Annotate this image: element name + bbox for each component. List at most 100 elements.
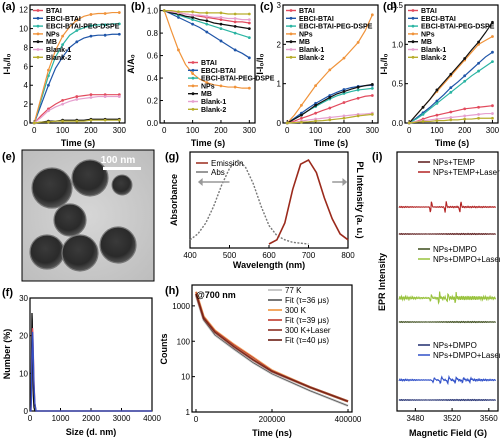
data-point: [435, 99, 439, 103]
data-point: [75, 40, 79, 44]
y-tick-label: 1.0: [147, 7, 159, 16]
data-point: [491, 104, 494, 108]
data-point: [314, 119, 318, 123]
x-tick-label: 200000: [259, 415, 286, 424]
data-point: [75, 119, 79, 123]
panel-a: (a) 0 100 200 300 0 2 4 6 8 10 12 Time (s) I-I₀/I₀…: [2, 1, 127, 148]
data-point: [463, 114, 467, 118]
data-point: [356, 96, 360, 100]
x-tick-label: 200: [458, 126, 472, 135]
panel-b-xlabel: Time (s): [191, 138, 225, 148]
legend-label: Fit (τ=40 μs): [285, 336, 329, 345]
panel-i-xlabel: Magnetic Field (G): [409, 428, 487, 438]
panel-f-xlabel: Size (d. nm): [66, 427, 117, 437]
data-point: [75, 98, 79, 101]
legend-label: Abs: [211, 168, 225, 177]
data-point: [491, 50, 494, 54]
panel-g-label: (g): [165, 151, 179, 163]
data-point: [342, 56, 346, 60]
panel-f-plot: 0 1000 2000 3000 4000 0 10 20 30: [19, 294, 161, 423]
panel-d-xlabel: Time (s): [435, 138, 469, 148]
scale-bar: [103, 167, 141, 170]
legend-label: Emission: [211, 159, 243, 168]
legend-marker: [191, 100, 195, 103]
data-point: [103, 118, 107, 122]
y-tick-label: 8: [24, 43, 29, 52]
data-point: [191, 15, 195, 19]
y-tick-label: 30: [19, 294, 28, 303]
data-point: [435, 113, 439, 117]
fit-line: [195, 291, 349, 402]
y-tick-label: 2: [24, 100, 29, 109]
data-point: [477, 112, 480, 116]
y-tick-label: 1: [186, 408, 191, 417]
data-point: [449, 72, 453, 76]
data-point: [89, 118, 93, 122]
data-point: [61, 98, 65, 102]
panel-e-label: (e): [2, 151, 16, 163]
data-point: [477, 40, 480, 44]
legend-marker: [191, 61, 195, 64]
legend-label: Blank-2: [46, 55, 71, 62]
x-tick-label: 200: [214, 126, 228, 135]
data-point: [435, 88, 439, 92]
panel-b-legend: BTAIEBCI-BTAIEBCI-BTAI-PEG-DSPENPsMBBlan…: [188, 60, 275, 114]
data-point: [247, 56, 251, 60]
x-tick-label: 300: [486, 126, 500, 135]
legend-label: Blank-1: [299, 47, 324, 54]
dmpo-trace: [398, 320, 496, 324]
y-tick-label: 2: [277, 40, 282, 49]
data-point: [328, 68, 332, 72]
data-point: [463, 107, 467, 111]
legend-marker: [36, 55, 40, 59]
data-point: [463, 57, 467, 60]
legend-label: MB: [421, 39, 432, 46]
decay-line: [194, 291, 349, 403]
nanoparticle: [61, 234, 99, 272]
data-point: [407, 121, 411, 125]
data-point: [219, 15, 223, 19]
x-tick-label: 600: [262, 251, 276, 260]
data-point: [247, 21, 251, 25]
nanoparticle: [71, 159, 109, 197]
legend-marker: [411, 16, 415, 20]
y-tick-label: 1.0: [392, 40, 404, 49]
data-point: [61, 102, 65, 106]
legend-marker: [411, 55, 415, 59]
data-point: [205, 81, 209, 84]
data-point: [117, 22, 121, 26]
data-point: [300, 120, 303, 124]
legend-marker: [411, 24, 415, 28]
x-tick-label: 700: [302, 251, 316, 260]
data-point: [356, 114, 360, 118]
fit-line: [195, 295, 349, 407]
data-point: [449, 110, 453, 114]
data-point: [247, 86, 251, 90]
nanoparticle: [29, 234, 65, 270]
x-tick-label: 300: [366, 126, 380, 135]
data-point: [491, 60, 494, 64]
data-point: [421, 112, 425, 116]
data-point: [47, 120, 50, 124]
legend-label: BTAI: [201, 60, 217, 67]
panel-h-label: (h): [165, 285, 179, 297]
legend-label: 300 K+Laser: [285, 326, 331, 335]
legend-marker: [36, 32, 40, 36]
data-point: [177, 15, 180, 19]
legend-label: EBCI-BTAI-PEG-DSPE: [421, 24, 495, 31]
temp-trace: [398, 232, 496, 236]
legend-label: Blank-1: [201, 99, 226, 106]
x-tick-label: 400000: [335, 415, 362, 424]
emission-arrow-head: [342, 178, 348, 186]
x-tick-label: 0: [32, 126, 37, 135]
panel-g-ylabel-right: PL Intensity (a. u.): [355, 161, 365, 238]
data-point: [219, 22, 223, 26]
series-line: [29, 313, 152, 412]
data-point: [191, 18, 195, 22]
legend-marker: [411, 32, 415, 36]
y-tick-label: 0: [24, 119, 29, 128]
data-point: [421, 105, 425, 109]
data-point: [75, 95, 79, 98]
x-tick-label: 3480: [406, 414, 424, 423]
panel-a-xlabel: Time (s): [61, 138, 95, 148]
